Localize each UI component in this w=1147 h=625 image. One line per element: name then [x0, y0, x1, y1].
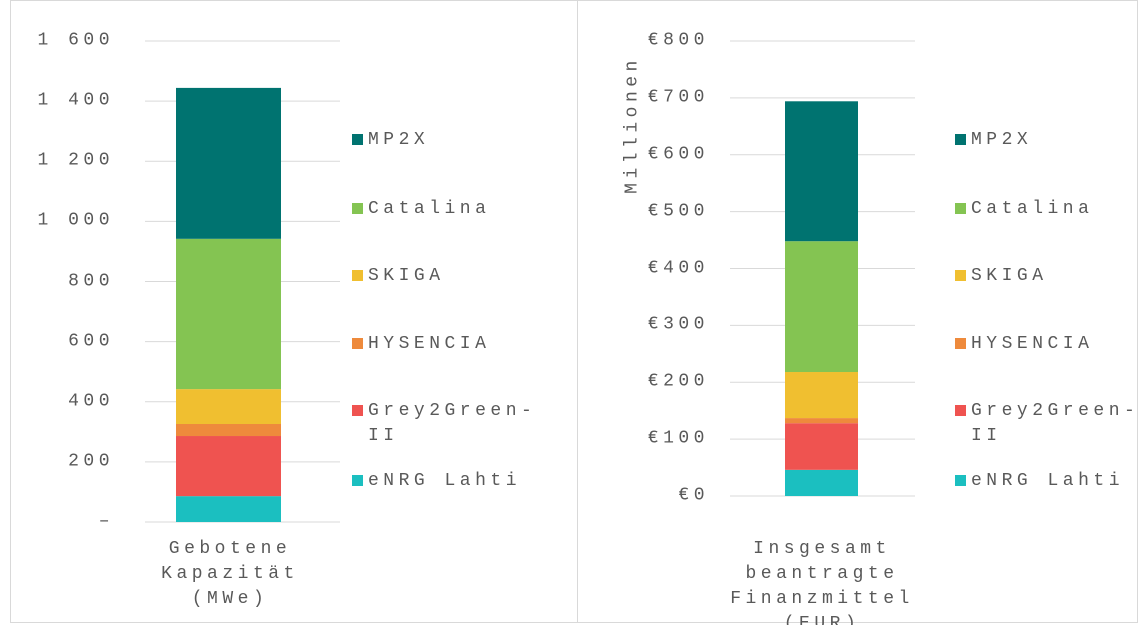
chart-panel	[577, 0, 1138, 623]
legend-label: MP2X	[971, 129, 1033, 150]
y-tick-label: €100	[647, 428, 709, 449]
y-tick-label: €200	[647, 371, 709, 392]
bar-segment	[176, 238, 281, 390]
legend-swatch	[352, 338, 363, 349]
y-tick-label: 1 000	[37, 210, 114, 231]
legend-swatch	[352, 270, 363, 281]
legend-label: SKIGA	[971, 265, 1048, 286]
legend-swatch	[352, 203, 363, 214]
y-tick-label: –	[98, 511, 114, 532]
legend-swatch	[955, 475, 966, 486]
y-tick-label: 400	[68, 391, 114, 412]
legend-label: SKIGA	[368, 265, 445, 286]
bar-segment	[785, 423, 858, 470]
legend-label: Grey2Green-II	[368, 400, 537, 446]
y-axis-label: Millionen	[622, 56, 643, 194]
y-tick-label: €300	[647, 314, 709, 335]
y-tick-label: 800	[68, 271, 114, 291]
y-tick-label: 1 400	[37, 90, 114, 111]
x-tick-label: Insgesamt beantragte Finanzmittel (EUR)	[730, 539, 914, 625]
legend-swatch	[352, 134, 363, 145]
legend-label: MP2X	[368, 129, 430, 150]
legend-label: HYSENCIA	[971, 333, 1094, 354]
legend-label: Catalina	[368, 198, 491, 219]
bar-segment	[176, 423, 281, 437]
y-tick-label: €400	[647, 258, 709, 278]
legend-label: HYSENCIA	[368, 333, 491, 354]
legend-label: eNRG Lahti	[971, 470, 1125, 491]
bar-segment	[785, 418, 858, 424]
y-tick-label: €500	[647, 201, 709, 222]
legend-label: Catalina	[971, 198, 1094, 219]
y-tick-label: 600	[68, 331, 114, 352]
legend-swatch	[955, 405, 966, 416]
y-tick-label: 1 200	[37, 150, 114, 171]
bar-segment	[176, 496, 281, 522]
bar-segment	[785, 241, 858, 373]
legend-label: eNRG Lahti	[368, 470, 522, 491]
y-tick-label: €600	[647, 144, 709, 165]
y-tick-label: €0	[678, 485, 709, 506]
legend-swatch	[955, 203, 966, 214]
bar-segment	[176, 389, 281, 424]
legend-label: Grey2Green-II	[971, 400, 1140, 446]
bar-segment	[785, 372, 858, 419]
bar-segment	[785, 101, 858, 242]
y-tick-label: €700	[647, 87, 709, 108]
legend-swatch	[955, 134, 966, 145]
y-tick-label: 200	[68, 451, 114, 472]
y-tick-label: €800	[647, 30, 709, 51]
legend-swatch	[955, 270, 966, 281]
bar-segment	[176, 87, 281, 239]
x-tick-label: Gebotene Kapazität (MWe)	[161, 539, 299, 609]
bar-segment	[785, 469, 858, 496]
y-tick-label: 1 600	[37, 30, 114, 51]
legend-swatch	[352, 475, 363, 486]
legend-swatch	[955, 338, 966, 349]
legend-swatch	[352, 405, 363, 416]
bar-segment	[176, 436, 281, 497]
